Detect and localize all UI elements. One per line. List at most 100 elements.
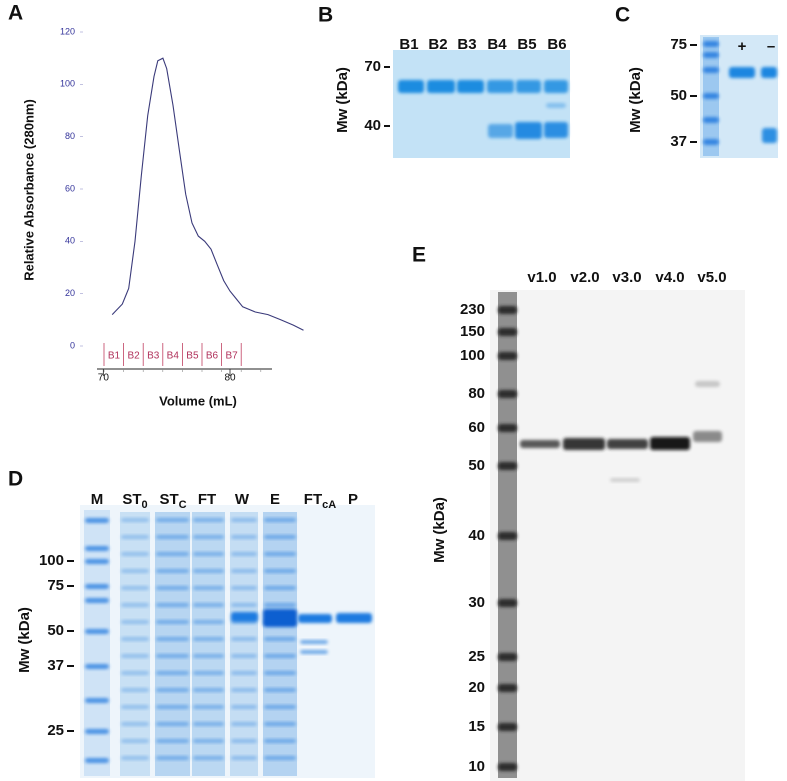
gel-band <box>427 80 455 93</box>
gel-band <box>231 671 257 675</box>
lane-label: FTcA <box>304 491 336 511</box>
gel-band <box>156 552 189 556</box>
lane-label: B5 <box>517 36 536 53</box>
y-axis-label: Mw (kDa) <box>627 67 644 133</box>
gel-lane <box>192 512 225 776</box>
gel-band <box>231 739 257 743</box>
y-tick-label: 0 <box>70 340 75 350</box>
gel-band <box>231 586 257 590</box>
lane-label-text: M <box>91 491 104 508</box>
gel-band <box>193 705 224 709</box>
gel-band <box>156 688 189 692</box>
lane-label: M <box>91 491 104 508</box>
y-tick-label: 20 <box>65 288 75 298</box>
marker-label: 100 <box>39 552 64 569</box>
gel-band <box>156 603 189 607</box>
gel-band <box>193 620 224 624</box>
gel-band <box>264 756 296 760</box>
x-tick-label: 80 <box>224 373 236 384</box>
gel-band <box>193 654 224 658</box>
lane-label: v1.0 <box>527 269 556 286</box>
gel-band <box>563 438 605 450</box>
lane-label: STC <box>159 491 186 511</box>
gel-band <box>85 518 109 523</box>
x-tick-label: 70 <box>98 373 110 384</box>
gel-band <box>231 756 257 760</box>
gel-band <box>156 535 189 539</box>
gel-band <box>231 569 257 573</box>
gel-band <box>193 722 224 726</box>
gel-band <box>516 80 541 93</box>
marker-label: 100 <box>460 347 485 364</box>
lane-label: B6 <box>547 36 566 53</box>
lane-label: B3 <box>457 36 476 53</box>
gel-lane <box>230 512 258 776</box>
gel-band <box>703 41 719 47</box>
gel-band <box>264 705 296 709</box>
gel-band <box>121 535 149 539</box>
gel-band <box>544 122 568 138</box>
marker-label: 50 <box>670 87 687 104</box>
lane-label: FT <box>198 491 216 508</box>
lane-label-text: FT <box>198 491 216 508</box>
gel-band <box>264 535 296 539</box>
gel-band <box>498 723 517 731</box>
fraction-label: B6 <box>206 351 219 362</box>
gel-band <box>610 478 640 482</box>
marker-label: 70 <box>364 58 381 75</box>
gel-band <box>156 637 189 641</box>
lane-label-subscript: cA <box>322 499 336 511</box>
panel-label: A <box>8 2 23 25</box>
gel-band <box>264 518 296 522</box>
lane-label: ST0 <box>122 491 147 511</box>
gel-band <box>121 620 149 624</box>
gel-band <box>457 80 484 93</box>
gel-lane <box>263 512 297 776</box>
gel-band <box>193 637 224 641</box>
gel-band <box>498 684 517 692</box>
gel-band <box>231 612 258 622</box>
marker-label: 40 <box>468 527 485 544</box>
gel-band <box>693 431 722 442</box>
gel-band <box>546 103 566 108</box>
panel-label: D <box>8 468 23 491</box>
gel-band <box>193 552 224 556</box>
gel-band <box>264 654 296 658</box>
fraction-label: B3 <box>147 351 160 362</box>
gel-band <box>231 535 257 539</box>
marker-label: 80 <box>468 385 485 402</box>
gel-band <box>85 664 109 669</box>
marker-label: 10 <box>468 758 485 775</box>
gel-band <box>85 584 109 589</box>
gel-band <box>264 603 296 607</box>
gel-band <box>263 609 297 627</box>
gel-band <box>121 688 149 692</box>
fraction-label: B5 <box>186 351 199 362</box>
gel-band <box>156 518 189 522</box>
gel-band <box>703 52 719 58</box>
gel-band <box>703 117 719 123</box>
gel-band <box>498 599 517 607</box>
gel-band <box>264 552 296 556</box>
gel-band <box>300 650 328 654</box>
y-tick-label: 40 <box>65 236 75 246</box>
lane-label-text: ST <box>159 491 178 508</box>
gel-band <box>498 306 517 314</box>
gel-band <box>156 654 189 658</box>
gel-band <box>121 654 149 658</box>
gel-band <box>156 620 189 624</box>
marker-label: 50 <box>47 622 64 639</box>
gel-band <box>703 93 719 99</box>
gel-band <box>121 671 149 675</box>
fraction-label: B7 <box>225 351 238 362</box>
y-tick-label: 80 <box>65 131 75 141</box>
y-axis-label: Mw (kDa) <box>16 607 33 673</box>
gel-band <box>85 758 109 763</box>
gel-band <box>156 705 189 709</box>
marker-label: 50 <box>468 457 485 474</box>
gel-band <box>498 462 517 470</box>
gel-band <box>264 586 296 590</box>
y-axis-label: Mw (kDa) <box>431 497 448 563</box>
lane-label: W <box>235 491 250 508</box>
